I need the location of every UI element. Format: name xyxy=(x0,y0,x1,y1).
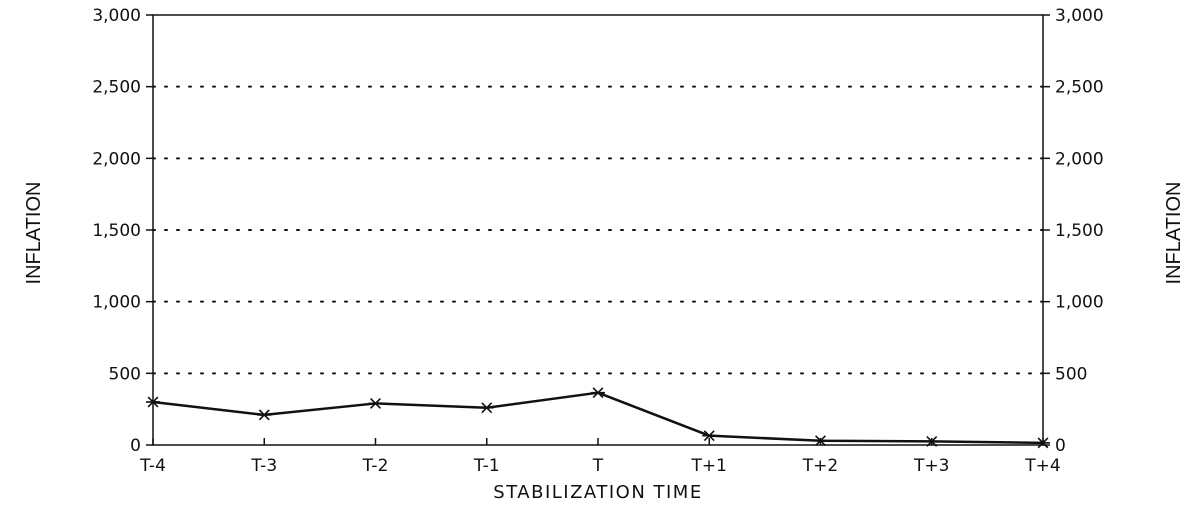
x-tick-label: T+2 xyxy=(802,456,838,476)
y-tick-label-right: 1,500 xyxy=(1055,221,1104,241)
data-point xyxy=(369,399,383,409)
y-tick-label-right: 3,000 xyxy=(1055,6,1104,26)
data-point xyxy=(591,388,605,398)
x-tick-label: T-1 xyxy=(473,456,500,476)
x-tick-label: T-3 xyxy=(250,456,277,476)
y-axis-title-left: INFLATION xyxy=(23,182,45,285)
data-point xyxy=(257,410,271,420)
x-axis-title: STABILIZATION TIME xyxy=(493,482,702,503)
y-tick-label-left: 1,500 xyxy=(92,221,141,241)
label-layer: 0 0 500 500 1,000 1,000 1,500 1,500 2,000 2,000 2,… xyxy=(92,6,1103,476)
y-tick-label-left: 2,500 xyxy=(92,78,141,98)
y-axis-title-right: INFLATION xyxy=(1163,182,1185,285)
y-tick-label-right: 0 xyxy=(1055,436,1066,456)
y-tick-label-left: 0 xyxy=(130,436,141,456)
series-line-0 xyxy=(153,393,1043,443)
x-tick-label: T+3 xyxy=(913,456,949,476)
y-tick-label-right: 2,500 xyxy=(1055,78,1104,98)
data-point xyxy=(480,403,494,413)
y-tick-label-right: 1,000 xyxy=(1055,293,1104,313)
x-tick-label: T xyxy=(592,456,604,476)
x-tick-label: T-4 xyxy=(139,456,166,476)
y-tick-label-right: 2,000 xyxy=(1055,149,1104,169)
y-tick-label-right: 500 xyxy=(1055,364,1087,384)
y-tick-label-left: 1,000 xyxy=(92,293,141,313)
y-tick-label-left: 3,000 xyxy=(92,6,141,26)
x-tick-label: T-2 xyxy=(362,456,389,476)
x-tick-label: T+1 xyxy=(691,456,727,476)
y-tick-label-left: 2,000 xyxy=(92,149,141,169)
x-tick-label: T+4 xyxy=(1024,456,1060,476)
grid-layer xyxy=(153,87,1043,374)
y-tick-label-left: 500 xyxy=(109,364,141,384)
